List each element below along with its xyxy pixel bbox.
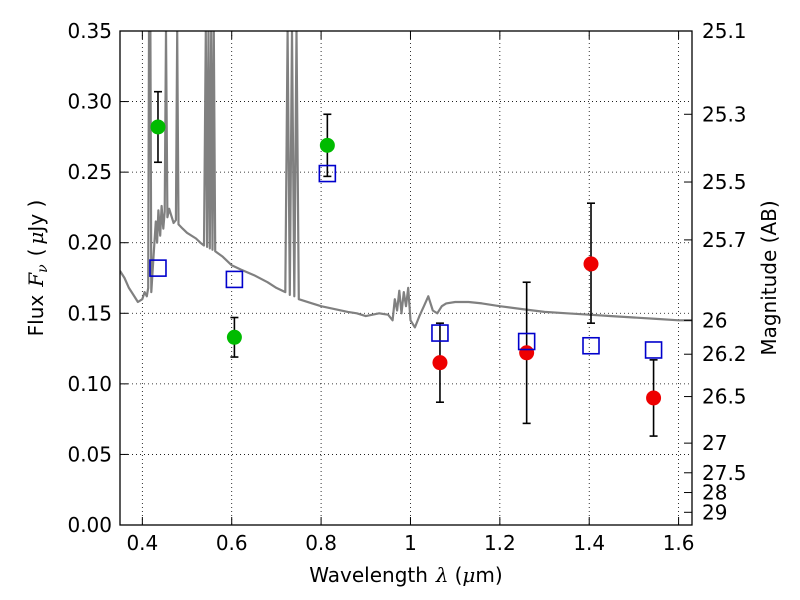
x-axis-label-unit: m) bbox=[475, 563, 502, 587]
model-square-point bbox=[431, 324, 449, 342]
data-point bbox=[319, 137, 335, 153]
y-tick-label: 0.10 bbox=[67, 372, 112, 396]
model-square-point bbox=[517, 332, 536, 351]
y2-tick-label: 26 bbox=[702, 308, 727, 332]
axis-ticks bbox=[120, 30, 692, 526]
y-tick-label: 0.35 bbox=[67, 19, 112, 43]
y-axis-label-open: ( bbox=[24, 249, 48, 257]
y2-tick-label: 27.5 bbox=[702, 461, 747, 485]
data-point bbox=[519, 345, 535, 361]
data-point bbox=[150, 119, 166, 135]
y2-tick-label: 29 bbox=[702, 500, 727, 524]
data-point bbox=[432, 355, 448, 371]
y-axis-label-symbol: F bbox=[24, 272, 48, 288]
right-axis-label: Magnitude (AB) bbox=[757, 200, 781, 355]
x-axis-label-mu: μ bbox=[462, 563, 475, 587]
y-tick-label: 0.25 bbox=[67, 160, 112, 184]
y-axis-label-text: Flux bbox=[24, 295, 48, 337]
x-axis-label-symbol: λ bbox=[435, 563, 449, 587]
y-tick-label: 0.15 bbox=[67, 301, 112, 325]
data-point bbox=[226, 329, 242, 345]
y-axis-label-mu: μ bbox=[24, 232, 48, 245]
grid-lines bbox=[120, 31, 692, 525]
y2-tick-label: 25.7 bbox=[702, 228, 747, 252]
y2-tick-label: 25.5 bbox=[702, 170, 747, 194]
plot-frame bbox=[119, 30, 693, 526]
x-tick-label: 1 bbox=[404, 531, 417, 555]
y-axis-label-unit: Jy ) bbox=[24, 200, 48, 234]
plot-area bbox=[120, 31, 692, 437]
x-tick-label: 0.4 bbox=[126, 531, 158, 555]
x-axis-label-text: Wavelength bbox=[309, 563, 428, 587]
x-tick-label: 0.6 bbox=[216, 531, 248, 555]
x-axis-label: Wavelength λ (μm) bbox=[309, 563, 502, 587]
y-tick-label: 0.00 bbox=[67, 513, 112, 537]
y2-tick-label: 25.3 bbox=[702, 102, 747, 126]
y2-tick-label: 25.1 bbox=[702, 19, 747, 43]
data-point bbox=[583, 256, 599, 272]
x-tick-label: 0.8 bbox=[305, 531, 337, 555]
y2-tick-label: 26.2 bbox=[702, 342, 747, 366]
model-square-point bbox=[149, 259, 167, 277]
model-square-point bbox=[225, 270, 244, 289]
y2-tick-label: 26.5 bbox=[702, 385, 747, 409]
x-tick-label: 1.6 bbox=[663, 531, 695, 555]
data-point bbox=[646, 390, 662, 406]
tick-labels: 0.4 0.6 0.8 1 1.2 1.4 1.6 0.00 0.05 0.10 0.15 0.20 0… bbox=[67, 19, 746, 555]
y2-tick-label: 28 bbox=[702, 481, 727, 505]
y-tick-label: 0.20 bbox=[67, 231, 112, 255]
y-axis-label-subscript: ν bbox=[35, 264, 51, 273]
y-axis-label: Flux Fν ( μJy ) bbox=[24, 200, 51, 337]
template-spectrum-line bbox=[120, 31, 692, 329]
model-square-point bbox=[582, 336, 600, 355]
model-square-point bbox=[644, 341, 663, 359]
model-square-point bbox=[318, 164, 337, 183]
y-tick-label: 0.05 bbox=[67, 442, 112, 466]
x-axis-label-open: ( bbox=[455, 563, 463, 587]
x-tick-label: 1.2 bbox=[484, 531, 516, 555]
y-tick-label: 0.30 bbox=[67, 90, 112, 114]
y2-tick-label: 27 bbox=[702, 431, 727, 455]
x-tick-label: 1.4 bbox=[573, 531, 605, 555]
